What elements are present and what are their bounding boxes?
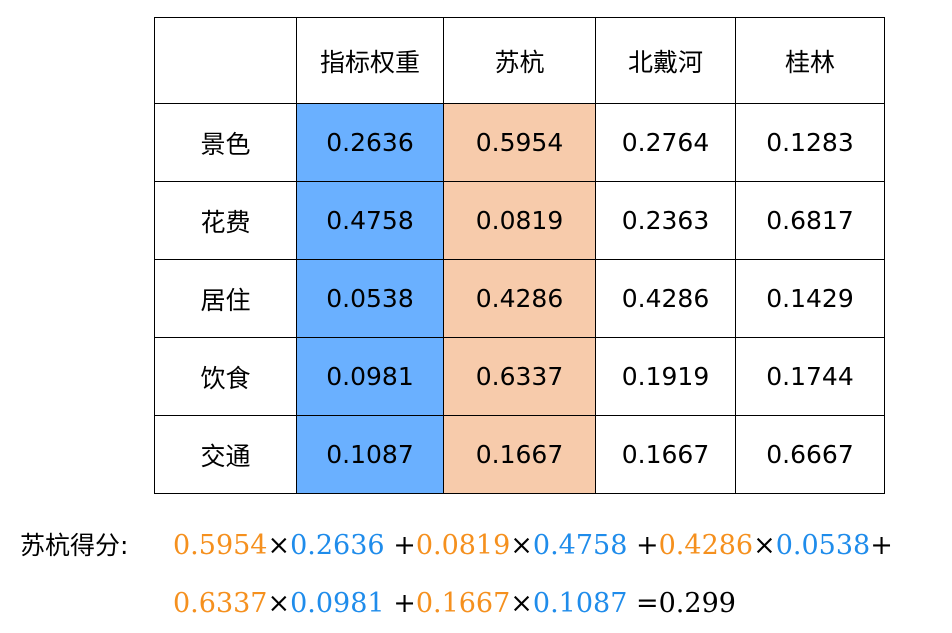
plus-operator: + xyxy=(636,530,659,561)
table-row: 饮食 0.0981 0.6337 0.1919 0.1744 xyxy=(154,337,885,416)
header-cell-weight: 指标权重 xyxy=(296,17,444,104)
score-formula: 苏杭得分: 0.5954×0.2636 +0.0819×0.4758 +0.428… xyxy=(20,517,945,633)
table-row: 居住 0.0538 0.4286 0.4286 0.1429 xyxy=(154,259,885,338)
formula-score-term: 0.1667 xyxy=(415,588,511,619)
guilin-cell: 0.6817 xyxy=(735,181,885,260)
guilin-cell: 0.6667 xyxy=(735,415,885,494)
suhang-cell: 0.0819 xyxy=(443,181,596,260)
row-label: 饮食 xyxy=(154,337,297,416)
formula-label: 苏杭得分: xyxy=(20,531,129,560)
formula-score-term: 0.0819 xyxy=(415,530,511,561)
header-cell-suhang: 苏杭 xyxy=(443,17,596,104)
formula-weight-term: 0.0981 xyxy=(290,588,385,619)
plus-operator: + xyxy=(393,530,416,561)
times-operator: × xyxy=(510,588,533,619)
formula-score-term: 0.5954 xyxy=(173,530,268,561)
weight-cell: 0.2636 xyxy=(296,103,444,182)
formula-line-2: 0.6337×0.0981 +0.1667×0.1087 =0.299 xyxy=(20,575,945,633)
table-header-row: 指标权重 苏杭 北戴河 桂林 xyxy=(154,17,885,104)
formula-score-term: 0.4286 xyxy=(658,530,754,561)
formula-result: 0.299 xyxy=(658,588,736,619)
times-operator: × xyxy=(753,530,776,561)
weight-cell: 0.4758 xyxy=(296,181,444,260)
guilin-cell: 0.1744 xyxy=(735,337,885,416)
table-row: 景色 0.2636 0.5954 0.2764 0.1283 xyxy=(154,103,885,182)
row-label: 景色 xyxy=(154,103,297,182)
plus-operator: + xyxy=(870,530,893,561)
beidaihe-cell: 0.2363 xyxy=(595,181,736,260)
header-cell-empty xyxy=(154,17,297,104)
weight-cell: 0.0538 xyxy=(296,259,444,338)
times-operator: × xyxy=(267,530,291,561)
beidaihe-cell: 0.1667 xyxy=(595,415,736,494)
formula-line-1: 苏杭得分: 0.5954×0.2636 +0.0819×0.4758 +0.428… xyxy=(20,517,945,575)
equals-operator: = xyxy=(636,588,659,619)
weight-cell: 0.1087 xyxy=(296,415,444,494)
suhang-cell: 0.5954 xyxy=(443,103,596,182)
guilin-cell: 0.1283 xyxy=(735,103,885,182)
formula-weight-term: 0.0538 xyxy=(775,530,871,561)
formula-score-term: 0.6337 xyxy=(173,588,268,619)
plus-operator: + xyxy=(393,588,416,619)
header-cell-guilin: 桂林 xyxy=(735,17,885,104)
guilin-cell: 0.1429 xyxy=(735,259,885,338)
weight-cell: 0.0981 xyxy=(296,337,444,416)
row-label: 花费 xyxy=(154,181,297,260)
suhang-cell: 0.6337 xyxy=(443,337,596,416)
times-operator: × xyxy=(267,588,291,619)
formula-weight-term: 0.2636 xyxy=(290,530,385,561)
table-row: 花费 0.4758 0.0819 0.2363 0.6817 xyxy=(154,181,885,260)
times-operator: × xyxy=(510,530,533,561)
table-row: 交通 0.1087 0.1667 0.1667 0.6667 xyxy=(154,415,885,494)
formula-weight-term: 0.1087 xyxy=(532,588,628,619)
beidaihe-cell: 0.2764 xyxy=(595,103,736,182)
beidaihe-cell: 0.1919 xyxy=(595,337,736,416)
suhang-cell: 0.4286 xyxy=(443,259,596,338)
suhang-cell: 0.1667 xyxy=(443,415,596,494)
weights-table: 指标权重 苏杭 北戴河 桂林 景色 0.2636 0.5954 0.2764 0… xyxy=(154,17,885,494)
formula-weight-term: 0.4758 xyxy=(532,530,628,561)
beidaihe-cell: 0.4286 xyxy=(595,259,736,338)
header-cell-beidaihe: 北戴河 xyxy=(595,17,736,104)
row-label: 交通 xyxy=(154,415,297,494)
row-label: 居住 xyxy=(154,259,297,338)
